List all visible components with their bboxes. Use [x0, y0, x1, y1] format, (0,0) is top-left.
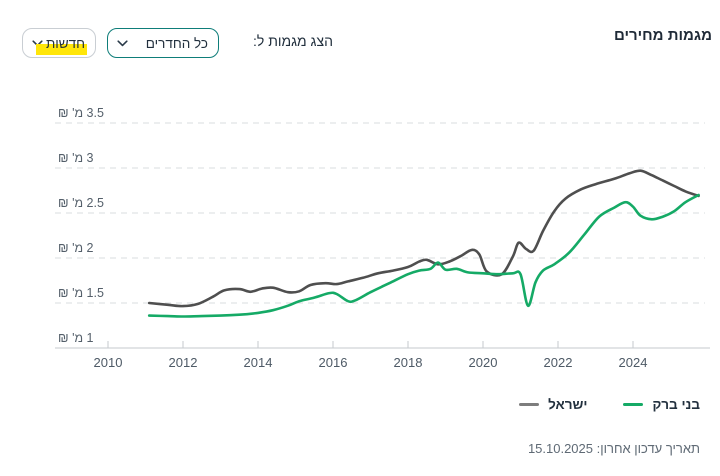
y-axis-label: 2.5 מ' ₪: [58, 196, 104, 210]
x-axis-ticks: [107, 341, 634, 348]
x-axis-label: 2014: [243, 355, 273, 370]
x-axis-label: 2018: [393, 355, 423, 370]
y-axis-label: 3.5 מ' ₪: [58, 106, 104, 120]
last-update-note: תאריך עדכון אחרון: 15.10.2025: [527, 441, 700, 456]
x-axis-label: 2020: [468, 355, 498, 370]
x-axis-label: 2022: [543, 355, 573, 370]
x-axis-label: 2024: [618, 355, 648, 370]
x-axis-label: 2012: [168, 355, 198, 370]
y-axis-label: 1 מ' ₪: [58, 331, 94, 345]
x-axis-label: 2016: [318, 355, 348, 370]
rooms-filter-value: כל החדרים: [145, 35, 208, 51]
page-title: מגמות מחירים: [613, 27, 712, 44]
legend-item-israel[interactable]: ישראל: [519, 397, 587, 412]
chevron-down-icon: [117, 40, 128, 47]
legend-dash-icon: [519, 403, 540, 406]
chart-legend: ישראל בני ברק: [519, 397, 700, 412]
news-filter-dropdown[interactable]: חדשות: [22, 28, 96, 58]
series-line-bnei-brak[interactable]: [147, 193, 700, 318]
series-line-israel[interactable]: [147, 169, 700, 308]
show-trends-label: הצג מגמות ל:: [253, 33, 333, 49]
news-filter-value: חדשות: [45, 35, 85, 51]
y-axis-label: 3 מ' ₪: [58, 151, 94, 165]
legend-label: בני ברק: [652, 397, 700, 412]
y-axis-label: 1.5 מ' ₪: [58, 286, 104, 300]
legend-dash-icon: [623, 403, 644, 406]
legend-item-bnei-brak[interactable]: בני ברק: [623, 397, 700, 412]
x-axis-label: 2010: [93, 355, 123, 370]
rooms-filter-dropdown[interactable]: כל החדרים: [107, 28, 219, 58]
gridlines: [55, 122, 705, 304]
legend-label: ישראל: [548, 397, 588, 412]
y-axis-label: 2 מ' ₪: [58, 241, 94, 255]
